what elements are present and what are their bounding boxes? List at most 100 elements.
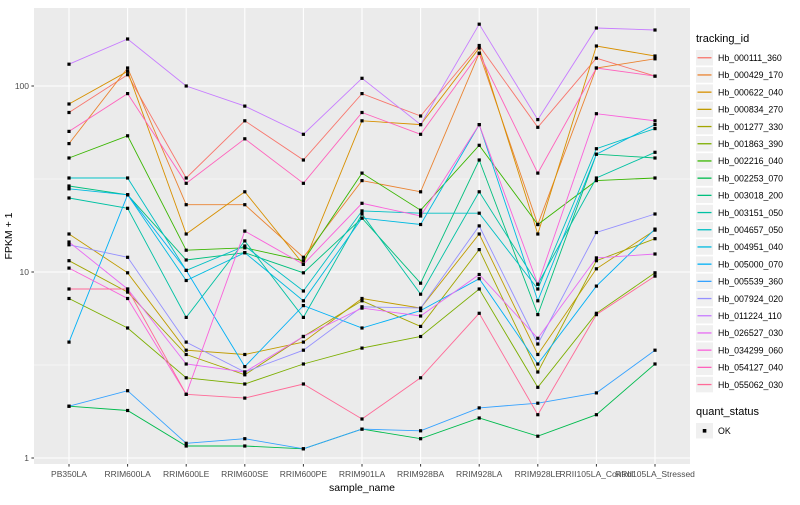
data-point bbox=[419, 429, 423, 433]
data-point bbox=[67, 266, 71, 270]
data-point bbox=[243, 119, 247, 123]
data-point bbox=[477, 46, 481, 50]
data-point bbox=[419, 214, 423, 218]
data-point bbox=[126, 176, 130, 180]
legend-title: tracking_id bbox=[696, 33, 749, 45]
data-point bbox=[243, 246, 247, 250]
data-point bbox=[67, 142, 71, 146]
data-point bbox=[243, 104, 247, 108]
data-point bbox=[67, 243, 71, 247]
data-point bbox=[184, 181, 188, 185]
x-tick-label: RRII105LA_Stressed bbox=[615, 469, 695, 479]
data-point bbox=[536, 385, 540, 389]
data-point bbox=[594, 413, 598, 417]
data-point bbox=[126, 255, 130, 259]
legend-item-label: Hb_000429_170 bbox=[718, 70, 783, 80]
data-point bbox=[126, 73, 130, 77]
y-axis-title: FPKM + 1 bbox=[3, 212, 15, 259]
data-point bbox=[301, 315, 305, 319]
data-point bbox=[536, 434, 540, 438]
data-point bbox=[360, 76, 364, 80]
data-point bbox=[243, 373, 247, 377]
data-point bbox=[419, 306, 423, 310]
data-point bbox=[419, 334, 423, 339]
data-point bbox=[126, 134, 130, 138]
data-point bbox=[301, 334, 305, 339]
quant-legend-item-label: OK bbox=[718, 426, 731, 436]
data-point bbox=[301, 340, 305, 344]
x-tick-label: RRIM600PE bbox=[280, 469, 328, 479]
legend-item-label: Hb_055062_030 bbox=[718, 380, 783, 390]
data-point bbox=[594, 152, 598, 156]
data-point bbox=[419, 123, 423, 127]
data-point bbox=[184, 203, 188, 207]
data-point bbox=[419, 190, 423, 194]
data-point bbox=[360, 201, 364, 205]
data-point bbox=[477, 287, 481, 291]
data-point bbox=[126, 37, 130, 41]
data-point bbox=[301, 132, 305, 136]
x-axis: PB350LA RRIM600LA RRIM600LE RRIM600SE RRIM60… bbox=[51, 464, 695, 479]
quant-legend-marker bbox=[702, 429, 707, 433]
data-point bbox=[301, 304, 305, 308]
data-point bbox=[653, 362, 657, 366]
data-point bbox=[184, 315, 188, 319]
series-lines bbox=[67, 22, 657, 451]
data-point bbox=[653, 54, 657, 58]
data-point bbox=[536, 232, 540, 236]
data-point bbox=[653, 127, 657, 131]
legend-item-label: Hb_005000_070 bbox=[718, 259, 783, 269]
data-point bbox=[477, 311, 481, 315]
data-point bbox=[184, 176, 188, 180]
data-point bbox=[653, 150, 657, 154]
data-point bbox=[594, 26, 598, 30]
data-point bbox=[126, 66, 130, 70]
data-point bbox=[653, 123, 657, 127]
data-point bbox=[536, 313, 540, 317]
data-point bbox=[184, 348, 188, 352]
data-point bbox=[243, 437, 247, 441]
data-point bbox=[184, 352, 188, 357]
data-point bbox=[653, 252, 657, 256]
data-point bbox=[301, 181, 305, 185]
data-point bbox=[67, 287, 71, 291]
legend-item-label: Hb_002216_040 bbox=[718, 156, 783, 166]
data-point bbox=[360, 110, 364, 115]
data-point bbox=[536, 282, 540, 286]
data-point bbox=[184, 258, 188, 262]
data-point bbox=[184, 268, 188, 272]
data-point bbox=[536, 287, 540, 291]
data-point bbox=[301, 362, 305, 366]
data-point bbox=[536, 118, 540, 122]
data-point bbox=[536, 336, 540, 340]
data-point bbox=[243, 444, 247, 448]
data-point bbox=[477, 123, 481, 127]
legend-item-label: Hb_000111_360 bbox=[718, 53, 782, 63]
legend-item-label: Hb_054127_040 bbox=[718, 363, 783, 373]
data-point bbox=[126, 296, 130, 301]
data-point bbox=[594, 112, 598, 116]
data-point bbox=[419, 132, 423, 136]
data-point bbox=[67, 296, 71, 301]
data-point bbox=[67, 187, 71, 191]
data-point bbox=[477, 406, 481, 410]
data-point bbox=[594, 284, 598, 288]
data-point bbox=[243, 239, 247, 243]
data-point bbox=[360, 179, 364, 183]
data-point bbox=[653, 74, 657, 78]
data-point bbox=[536, 299, 540, 303]
data-point bbox=[360, 417, 364, 421]
legend-item-label: Hb_005539_360 bbox=[718, 277, 783, 287]
data-point bbox=[594, 259, 598, 263]
data-point bbox=[419, 314, 423, 318]
data-point bbox=[477, 190, 481, 194]
legend-item-label: Hb_011224_110 bbox=[718, 311, 782, 321]
data-point bbox=[184, 376, 188, 380]
data-point bbox=[67, 129, 71, 133]
x-tick-label: RRIM928LE bbox=[515, 469, 562, 479]
data-point bbox=[360, 346, 364, 350]
data-point bbox=[594, 391, 598, 395]
data-point bbox=[653, 212, 657, 216]
data-point bbox=[594, 44, 598, 48]
data-point bbox=[477, 416, 481, 420]
